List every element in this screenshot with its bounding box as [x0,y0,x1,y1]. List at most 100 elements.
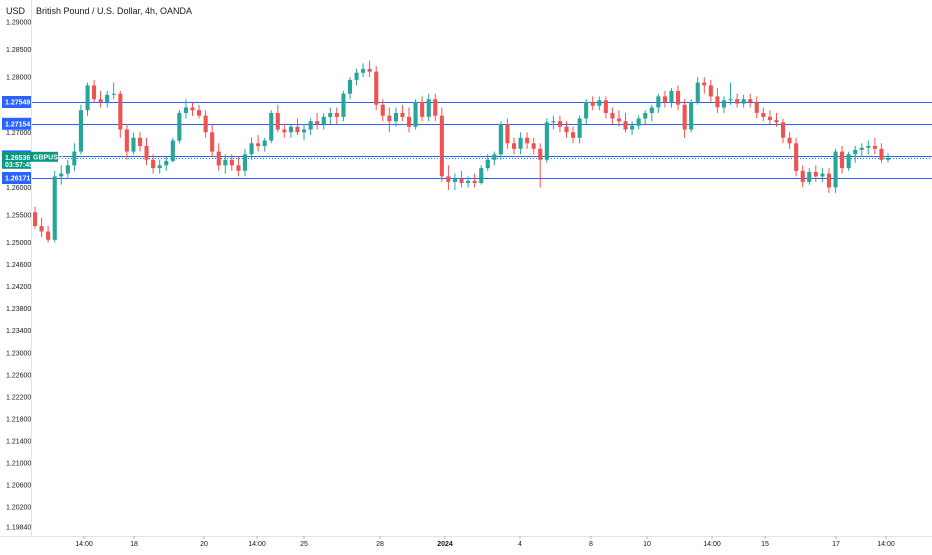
candle-body [741,99,746,104]
candle-body [151,159,156,169]
candle-body [426,99,431,117]
candle-body [872,146,877,149]
candle-body [144,146,149,160]
candle-body [479,168,484,183]
candle-body [210,132,215,152]
candle-body [65,165,70,174]
candle-body [466,180,471,183]
candle-body [361,68,366,73]
candle-body [505,124,510,144]
candle-body [610,113,615,119]
candle-body [636,118,641,126]
candle-body [39,226,44,232]
candle-body [203,115,208,133]
y-tick-label: 1.26000 [6,185,31,192]
candle-body [826,173,831,188]
x-tick-label: 20 [200,541,208,548]
candle-body [420,101,425,117]
candle-body [715,96,720,108]
last-price-label: 1.26536 [5,155,30,162]
candle-body [630,125,635,130]
x-tick-label: 15 [761,541,769,548]
candle-body [472,180,477,183]
candle-body [170,140,175,161]
candle-body [105,94,110,102]
candle-body [439,115,444,177]
candle-body [315,121,320,124]
candle-body [269,113,274,141]
candle-body [124,129,129,152]
y-tick-label: 1.23400 [6,328,31,335]
candle-body [807,172,812,182]
candle-body [46,231,51,240]
candle-body [164,160,169,166]
countdown-label: 03:57:45 [5,162,33,169]
candle-body [748,99,753,102]
level-tag-label: 1.27154 [5,121,30,128]
x-tick-label: 4 [518,541,522,548]
candle-body [197,110,202,116]
candle-body [85,85,90,111]
x-tick-label: 8 [589,541,593,548]
level-tag [2,117,31,130]
candle-body [302,129,307,133]
candle-body [531,143,536,149]
y-tick-label: 1.24200 [6,284,31,291]
candle-body [571,132,576,138]
candle-body [347,79,352,94]
chart-title: British Pound / U.S. Dollar, 4h, OANDA [36,6,192,16]
candle-body [295,126,300,133]
y-tick-label: 1.24600 [6,262,31,269]
level-tag [2,96,31,108]
candle-body [761,113,766,117]
y-tick-label: 1.29000 [6,20,31,27]
candle-body [131,137,136,152]
candle-body [794,143,799,171]
candle-body [407,116,412,127]
candle-body [708,85,713,97]
candle-body [702,82,707,86]
level-tag-label: 1.27549 [5,100,30,107]
candle-body [111,93,116,95]
price-axis[interactable]: 1.29000 1.28500 1.28000 1.27000 1.26000 1.255… [6,20,31,532]
candle-body [459,179,464,183]
candle-body [52,176,57,240]
candle-body [354,72,359,80]
candle-body [603,100,608,113]
price-tags: 1.275491.271541.265631.261711.2653603:57… [2,96,63,184]
y-tick-label: 1.28500 [6,47,31,54]
y-tick-label: 1.25000 [6,240,31,247]
y-tick-label: 1.23000 [6,350,31,357]
candle-body [649,107,654,113]
candle-body [820,173,825,177]
x-tick-label: 17 [832,541,840,548]
candle-body [767,116,772,121]
y-tick-label: 1.25500 [6,213,31,220]
candle-body [846,154,851,169]
candle-body [518,137,523,149]
y-tick-label: 1.19840 [6,525,31,532]
candle-body [774,120,779,123]
candle-body [735,99,740,104]
candle-body [242,154,247,171]
candle-body [446,176,451,182]
candle-body [616,118,621,122]
level-tag-label: 1.26171 [5,176,30,183]
candle-body [177,113,182,141]
candle-body [656,96,661,108]
candle-body [78,110,83,152]
candle-body [118,93,123,130]
candle-body [525,137,530,144]
time-axis[interactable]: 14:00 18 20 14:00 25 28 2024 4 8 10 14:00 15 17 14:00 [75,536,895,548]
candle-body [452,179,457,182]
candle-body [33,212,38,226]
candle-body [328,113,333,117]
candle-body [669,90,674,102]
x-tick-label: 10 [643,541,651,548]
candle-body [840,151,845,169]
candle-body [564,126,569,133]
y-tick-label: 1.22200 [6,394,31,401]
